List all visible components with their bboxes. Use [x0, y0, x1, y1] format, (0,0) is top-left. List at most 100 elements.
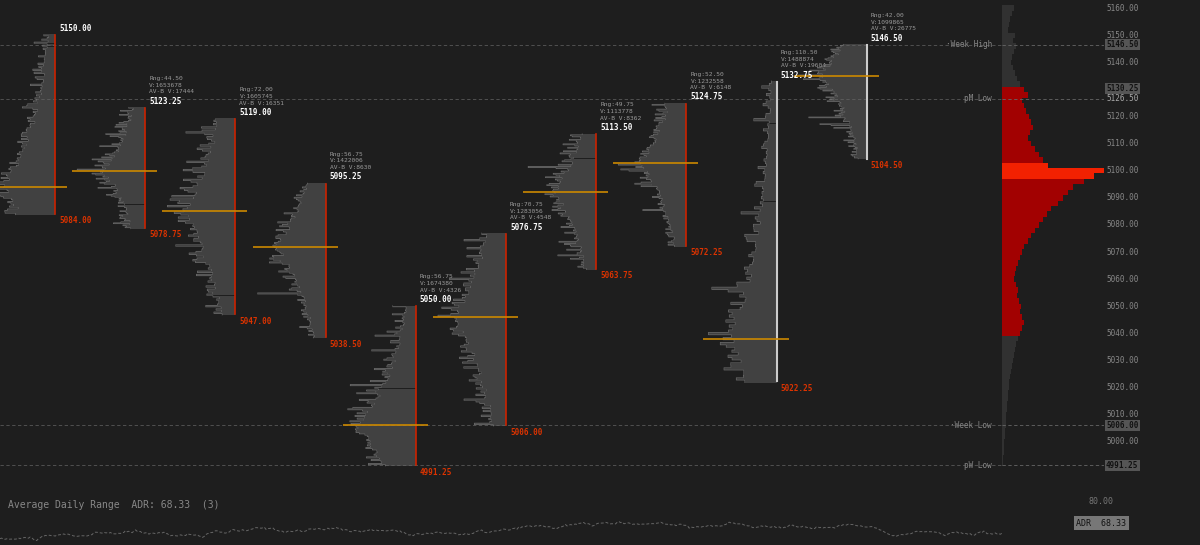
Bar	[562, 178, 596, 179]
Bar	[200, 144, 235, 146]
Bar	[852, 155, 866, 156]
Bar	[731, 365, 776, 367]
Bar	[564, 160, 596, 161]
Bar	[403, 315, 416, 316]
Bar	[294, 208, 325, 209]
Bar	[1002, 16, 1010, 22]
Bar	[809, 117, 866, 118]
Text: 5150.00: 5150.00	[1106, 31, 1139, 40]
Bar	[851, 129, 866, 130]
Bar	[671, 227, 686, 228]
Bar	[397, 346, 416, 347]
Bar	[560, 207, 596, 208]
Bar	[1002, 439, 1004, 444]
Bar	[486, 389, 506, 391]
Bar	[766, 113, 776, 116]
Bar	[178, 220, 235, 222]
Bar	[553, 203, 596, 204]
Bar	[1002, 342, 1016, 347]
Bar	[196, 261, 235, 263]
Bar	[30, 123, 55, 125]
Bar	[41, 87, 55, 89]
Bar	[481, 372, 506, 373]
Bar	[216, 308, 235, 310]
Bar	[752, 262, 776, 264]
Bar	[583, 263, 596, 264]
Bar	[368, 438, 416, 439]
Bar	[641, 159, 686, 160]
Bar	[106, 154, 145, 155]
Bar	[1002, 385, 1009, 390]
Bar	[205, 173, 235, 174]
Bar	[478, 261, 506, 262]
Bar	[11, 169, 55, 171]
Bar	[732, 358, 776, 360]
Bar	[857, 153, 866, 154]
Bar	[392, 313, 416, 315]
Bar	[769, 88, 776, 91]
Bar	[820, 124, 866, 125]
Bar	[305, 307, 325, 308]
Text: 5110.00: 5110.00	[1106, 139, 1139, 148]
Bar	[204, 163, 235, 165]
Bar	[479, 267, 506, 268]
Bar	[732, 312, 776, 314]
Bar	[660, 201, 686, 202]
Bar	[1002, 54, 1013, 59]
Bar	[13, 200, 55, 201]
Bar	[116, 124, 145, 125]
Bar	[402, 318, 416, 319]
Bar	[388, 372, 416, 374]
Bar	[119, 215, 145, 216]
Bar	[744, 370, 776, 373]
Text: Rng:49.75
V:1113778
AV-B V:8362: Rng:49.75 V:1113778 AV-B V:8362	[600, 102, 642, 120]
Bar	[857, 150, 866, 152]
Bar	[38, 63, 55, 64]
Bar	[122, 225, 145, 226]
Bar	[359, 399, 416, 401]
Bar	[188, 215, 235, 217]
Bar	[656, 188, 686, 189]
Bar	[197, 274, 235, 276]
Bar	[767, 156, 776, 159]
Bar	[655, 141, 686, 142]
Bar	[210, 266, 235, 268]
Bar	[371, 404, 416, 406]
Bar	[178, 202, 235, 204]
Bar	[478, 365, 506, 367]
Bar	[367, 411, 416, 413]
Bar	[198, 176, 235, 178]
Bar	[293, 214, 325, 215]
Bar	[583, 259, 596, 261]
Bar	[197, 258, 235, 259]
Bar	[115, 191, 145, 192]
Bar	[301, 292, 325, 293]
Bar	[298, 294, 325, 295]
Bar	[485, 392, 506, 394]
Bar	[668, 236, 686, 237]
Bar	[301, 310, 325, 311]
Bar	[764, 177, 776, 179]
Text: 4991.25: 4991.25	[420, 468, 452, 476]
Bar	[125, 204, 145, 205]
Bar	[742, 360, 776, 362]
Bar	[374, 387, 416, 389]
Bar	[659, 197, 686, 199]
Bar	[396, 327, 416, 328]
Bar	[404, 316, 416, 318]
Bar	[382, 462, 416, 463]
Bar	[826, 64, 866, 65]
Bar	[462, 298, 506, 299]
Bar	[374, 335, 416, 336]
Bar	[847, 131, 866, 132]
Text: ADR  68.33: ADR 68.33	[1076, 519, 1126, 528]
Bar	[1002, 136, 1027, 141]
Bar	[1, 195, 55, 197]
Text: Rng:42.00
V:1099865
AV-B V:26775: Rng:42.00 V:1099865 AV-B V:26775	[871, 13, 916, 31]
Bar	[172, 196, 235, 197]
Bar	[122, 216, 145, 217]
Bar	[304, 305, 325, 306]
Text: 5084.00: 5084.00	[59, 216, 91, 225]
Bar	[365, 434, 416, 435]
Bar	[461, 271, 506, 273]
